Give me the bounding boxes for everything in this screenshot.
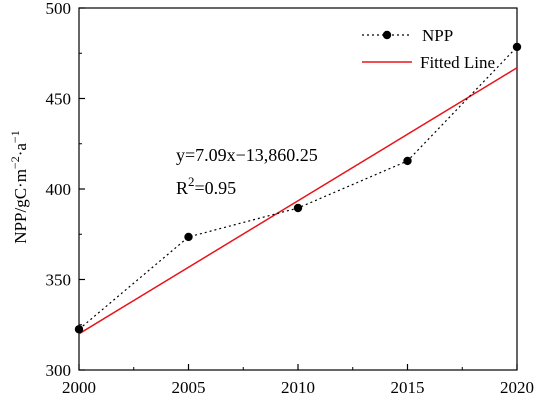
y-axis-label-main: NPP/gC·m xyxy=(11,169,30,244)
axes: 2000 2005 2010 2015 2020 300 350 400 450 500 xyxy=(46,0,535,397)
y-tick-label-500: 500 xyxy=(46,0,72,18)
npp-point-2005 xyxy=(184,232,193,242)
npp-point-2015 xyxy=(403,156,412,166)
npp-point-2010 xyxy=(293,203,303,213)
y-axis-label: NPP/gC·m−2·a−1 xyxy=(8,130,30,243)
r-squared-value: =0.95 xyxy=(195,178,237,198)
npp-series-line xyxy=(78,46,518,330)
y-tick-label-400: 400 xyxy=(46,180,72,199)
fit-equation: y=7.09x−13,860.25 xyxy=(176,145,318,165)
legend-npp-marker xyxy=(382,30,392,40)
x-tick-label-2000: 2000 xyxy=(62,378,96,397)
r-squared: R2=0.95 xyxy=(176,174,236,198)
fitted-line xyxy=(78,67,518,335)
npp-point-2000 xyxy=(74,325,84,334)
y-axis-label-mid: ·a xyxy=(11,143,30,157)
x-tick-label-2010: 2010 xyxy=(281,378,315,397)
y-tick-label-300: 300 xyxy=(46,361,72,380)
legend: NPP Fitted Line xyxy=(362,26,495,72)
npp-point-2020 xyxy=(512,42,522,52)
legend-npp-label: NPP xyxy=(422,26,453,45)
x-tick-label-2015: 2015 xyxy=(391,378,425,397)
y-tick-label-350: 350 xyxy=(46,271,72,290)
r-squared-prefix: R xyxy=(176,178,188,198)
legend-fitted-label: Fitted Line xyxy=(420,53,495,72)
series-layer xyxy=(74,42,522,335)
x-tick-label-2020: 2020 xyxy=(500,378,534,397)
r-squared-sup: 2 xyxy=(188,174,195,189)
y-tick-label-450: 450 xyxy=(46,90,72,109)
y-axis-label-sup2: −1 xyxy=(8,130,22,143)
x-tick-label-2005: 2005 xyxy=(172,378,206,397)
y-axis-label-sup1: −2 xyxy=(8,156,22,169)
